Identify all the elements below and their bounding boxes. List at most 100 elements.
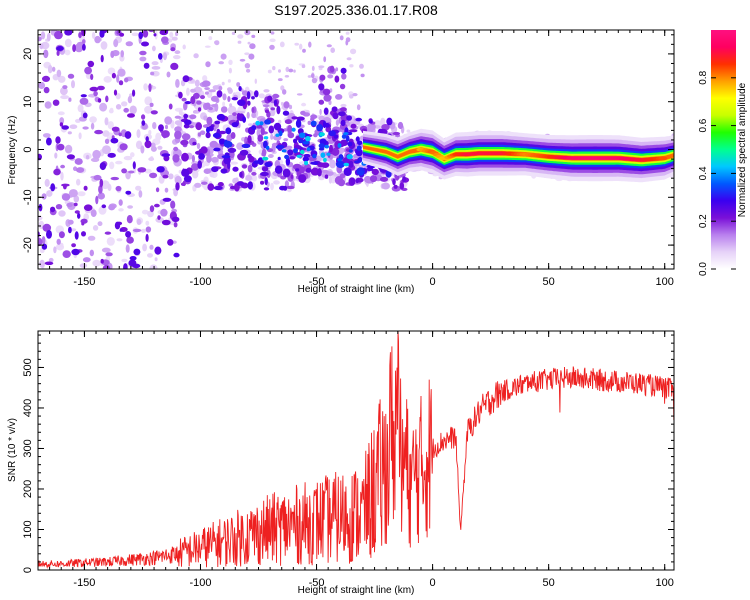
heatmap-cell [285,157,291,166]
heatmap-cell [73,195,80,203]
heatmap-cell [323,56,327,63]
heatmap-cell [296,93,303,96]
heatmap-cell [191,155,195,163]
heatmap-cell [80,94,87,98]
heatmap-cell [110,50,115,59]
heatmap-cell [210,95,219,102]
heatmap-cell [304,160,309,166]
heatmap-cell [392,178,396,186]
heatmap-cell [144,105,153,114]
heatmap-cell [165,124,168,130]
heatmap-cell [302,141,310,145]
heatmap-cell [222,101,226,107]
heatmap-cell [267,69,272,74]
heatmap-cell [55,136,61,144]
heatmap-cell [94,129,103,135]
heatmap-cell [172,154,180,163]
heatmap-cell [324,144,330,149]
heatmap-cell [352,93,358,97]
heatmap-cell [239,149,249,156]
heatmap-cell [157,215,161,221]
x-tick-label: 100 [656,577,674,589]
heatmap-cell [347,141,353,147]
heatmap-cell [128,170,135,174]
heatmap-cell [170,62,179,70]
heatmap-cell [85,154,90,160]
heatmap-cell [77,104,84,113]
heatmap-cell [126,236,134,244]
heatmap-cell [239,58,246,62]
heatmap-cell [259,121,264,126]
heatmap-cell [322,120,327,129]
heatmap-cell [129,255,137,261]
heatmap-cell [293,138,298,144]
heatmap-cell [203,168,211,174]
heatmap-cell [279,41,285,48]
heatmap-cell [355,148,363,157]
heatmap-cell [337,143,342,148]
heatmap-cell [143,62,150,69]
heatmap-cell [161,153,171,157]
heatmap-cell [82,43,86,51]
heatmap-cell [338,111,346,117]
heatmap-cell [170,200,176,209]
heatmap-cell [310,161,319,165]
heatmap-cell [290,174,294,179]
heatmap-cell [69,124,78,129]
heatmap-cell [74,43,84,53]
heatmap-cell [205,61,211,68]
heatmap-cell [343,162,350,167]
heatmap-cell [197,132,201,137]
heatmap-cell [278,130,283,137]
heatmap-cell [161,36,169,44]
heatmap-cell [288,104,293,110]
heatmap-cell [100,54,104,63]
heatmap-cell [94,35,101,44]
heatmap-cell [244,62,251,69]
heatmap-cell [197,107,202,112]
spectrogram-ylabel: Frequency (Hz) [7,116,18,185]
heatmap-cell [208,89,216,93]
heatmap-cell [203,115,208,121]
heatmap-cell [90,122,95,130]
heatmap-cell [138,190,143,198]
heatmap-cell [101,247,111,253]
heatmap-cell [47,65,53,74]
heatmap-cell [143,83,148,91]
heatmap-cell [307,75,312,78]
heatmap-cell [186,87,190,97]
heatmap-cell [323,94,332,102]
heatmap-cell [125,41,133,47]
heatmap-cell [270,182,274,191]
heatmap-cell [90,73,94,80]
heatmap-cell [79,263,88,268]
heatmap-cell [319,132,325,137]
heatmap-cell [237,34,244,39]
heatmap-cell [154,246,162,255]
heatmap-cell [148,30,155,33]
heatmap-cell [286,185,295,190]
heatmap-cell [231,31,236,35]
heatmap-cell [220,106,228,113]
heatmap-cell [173,55,181,60]
heatmap-cell [247,41,251,45]
heatmap-cell [397,121,404,130]
heatmap-cell [247,164,253,173]
heatmap-cell [346,57,352,61]
heatmap-cell [104,117,109,126]
heatmap-cell [386,117,393,126]
heatmap-cell [55,204,63,210]
heatmap-cell [350,123,357,129]
heatmap-cell [54,30,63,40]
spectrogram-xlabel: Height of straight line (km) [298,284,415,295]
colorbar-label: Normalized spectral amplitude [737,82,748,217]
heatmap-cell [348,149,353,153]
heatmap-cell [264,119,272,125]
heatmap-cell [213,185,223,191]
heatmap-cell [319,74,326,81]
heatmap-cell [133,248,141,256]
heatmap-cell [212,85,220,90]
heatmap-cell [38,203,43,212]
heatmap-cell [95,195,99,205]
heatmap-cell [311,73,315,79]
